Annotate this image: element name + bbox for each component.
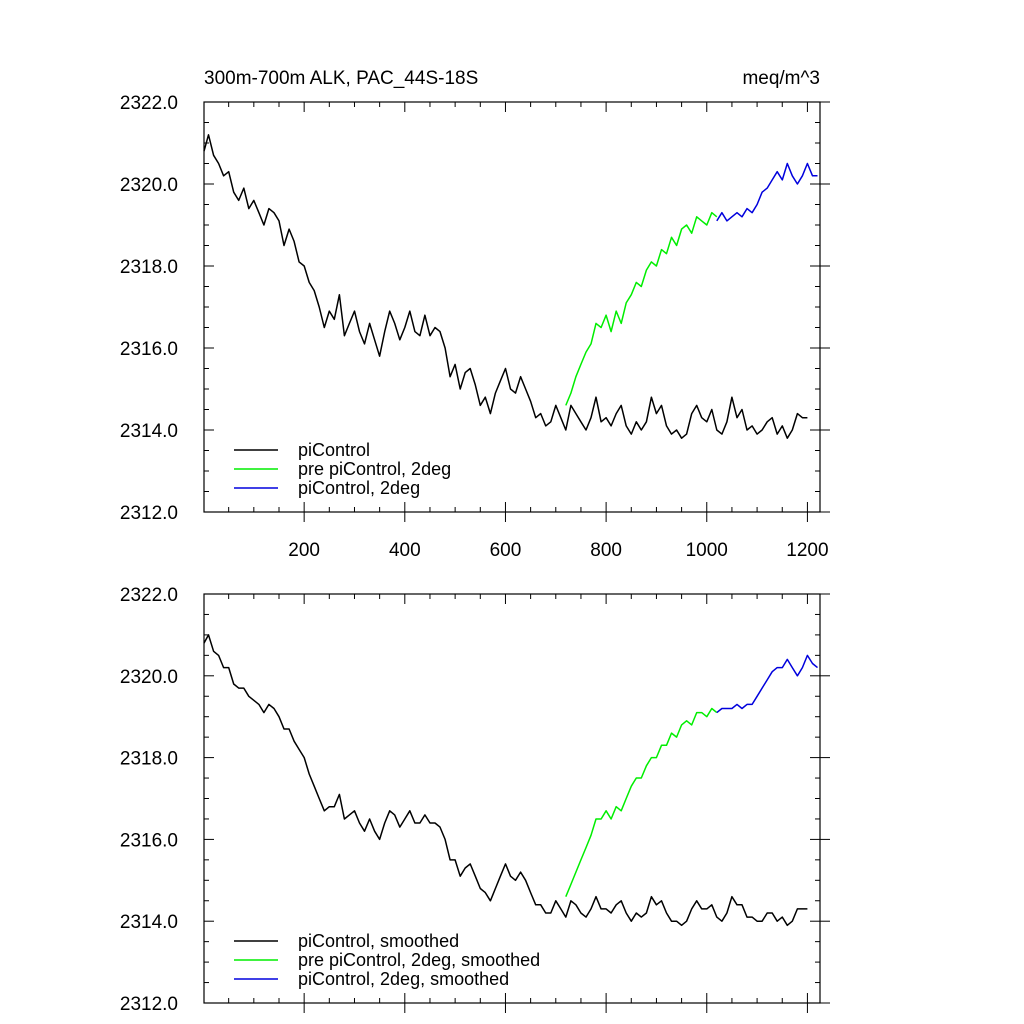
top-y-tick-label: 2318.0 — [120, 257, 178, 278]
top-y-tick-label: 2320.0 — [120, 175, 178, 196]
bottom-series-line-2 — [565, 707, 718, 897]
bottom-series-line-1 — [203, 634, 808, 927]
top-x-tick-label: 600 — [490, 540, 522, 561]
top-series-line-2 — [565, 211, 718, 406]
top-y-tick-label: 2316.0 — [120, 339, 178, 360]
top-y-tick-label: 2322.0 — [120, 93, 178, 114]
bottom-y-tick-label: 2316.0 — [120, 830, 178, 851]
top-series-line-1 — [203, 134, 808, 439]
bottom-y-tick-label: 2312.0 — [120, 994, 178, 1015]
top-x-tick-label: 1000 — [686, 540, 728, 561]
bottom-panel: 2312.0 2314.0 2316.0 2318.0 2320.0 2322.0 piCo… — [120, 585, 830, 1015]
bottom-y-tick-label: 2318.0 — [120, 749, 178, 770]
bottom-legend-label-1: piControl, smoothed — [298, 931, 459, 951]
bottom-y-tick-label: 2320.0 — [120, 667, 178, 688]
chart-units: meq/m^3 — [742, 68, 820, 89]
bottom-legend-label-2: pre piControl, 2deg, smoothed — [298, 950, 540, 970]
bottom-legend-label-3: piControl, 2deg, smoothed — [298, 969, 509, 989]
top-y-tick-label: 2314.0 — [120, 421, 178, 442]
top-series-line-3 — [716, 162, 818, 222]
top-legend-label-1: piControl — [298, 440, 370, 460]
chart-title: 300m-700m ALK, PAC_44S-18S — [204, 68, 478, 89]
bottom-y-tick-label: 2314.0 — [120, 912, 178, 933]
bottom-plot-frame — [203, 593, 821, 1004]
top-x-tick-label: 400 — [389, 540, 421, 561]
top-panel: 200 400 600 800 1000 1200 2312.0 2314.0 2316.0 23… — [120, 93, 830, 561]
bottom-y-tick-label: 2322.0 — [120, 585, 178, 606]
top-x-tick-label: 1200 — [786, 540, 828, 561]
top-plot-frame — [203, 101, 821, 513]
top-y-tick-label: 2312.0 — [120, 503, 178, 524]
top-legend-label-3: piControl, 2deg — [298, 478, 420, 498]
top-x-tick-label: 800 — [590, 540, 622, 561]
top-x-tick-label: 200 — [288, 540, 320, 561]
top-legend-label-2: pre piControl, 2deg — [298, 459, 451, 479]
bottom-series-line-3 — [716, 654, 818, 714]
